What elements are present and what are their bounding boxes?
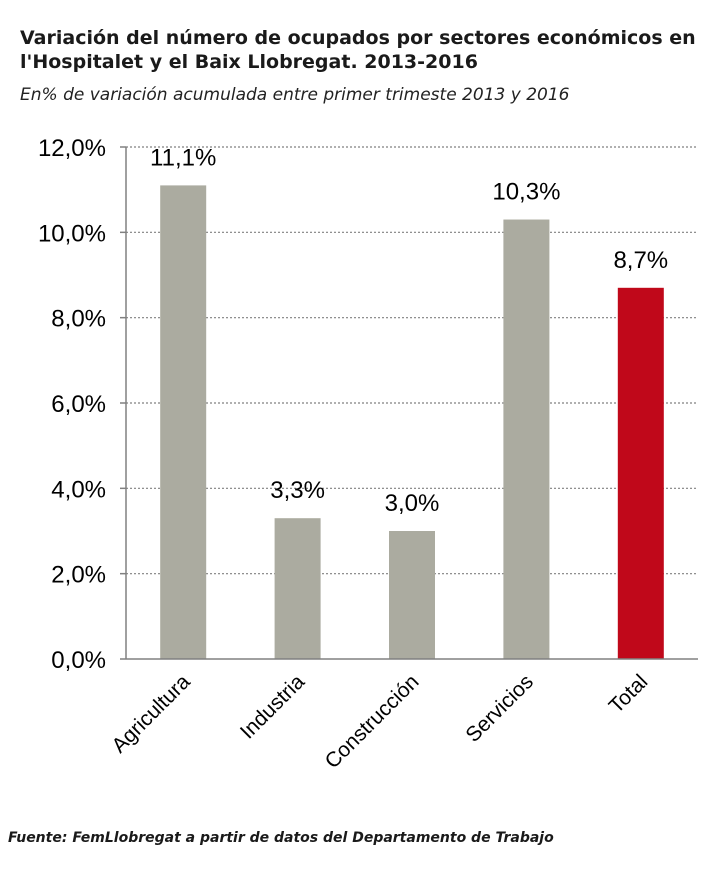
- x-tick-label: Total: [605, 670, 653, 718]
- source-note: Fuente: FemLlobregat a partir de datos d…: [8, 830, 554, 846]
- y-tick-label: 10,0%: [38, 220, 106, 247]
- data-label: 8,7%: [613, 247, 668, 274]
- y-tick-label: 8,0%: [51, 306, 106, 333]
- x-tick-label: Industria: [236, 670, 309, 743]
- y-tick-label: 0,0%: [51, 647, 106, 674]
- y-tick-label: 6,0%: [51, 391, 106, 418]
- bar-total: [617, 287, 664, 659]
- x-axis: Agricultura Industria Construcción Servicio…: [107, 658, 698, 773]
- bar-industria: [274, 518, 321, 659]
- bar-construccion: [389, 531, 435, 659]
- y-tick-label: 4,0%: [51, 476, 106, 503]
- data-label: 11,1%: [150, 144, 216, 171]
- data-label: 10,3%: [492, 179, 560, 206]
- x-tick-label: Construcción: [321, 670, 424, 773]
- bar-agricultura: [160, 185, 207, 659]
- data-labels: 11,1% 3,3% 3,0% 10,3% 8,7%: [150, 144, 668, 517]
- data-label: 3,3%: [270, 477, 325, 504]
- x-tick-label: Servicios: [461, 670, 538, 747]
- data-label: 3,0%: [385, 490, 440, 517]
- y-axis: 0,0% 2,0% 4,0% 6,0% 8,0% 10,0% 12,0%: [38, 135, 127, 674]
- bar-servicios: [503, 219, 550, 660]
- y-tick-label: 12,0%: [38, 135, 106, 162]
- chart-subtitle: En% de variación acumulada entre primer …: [20, 85, 570, 105]
- chart-title: Variación del número de ocupados por sec…: [20, 27, 696, 73]
- y-tick-label: 2,0%: [51, 562, 106, 589]
- bars: [160, 185, 664, 660]
- x-tick-label: Agricultura: [107, 670, 194, 757]
